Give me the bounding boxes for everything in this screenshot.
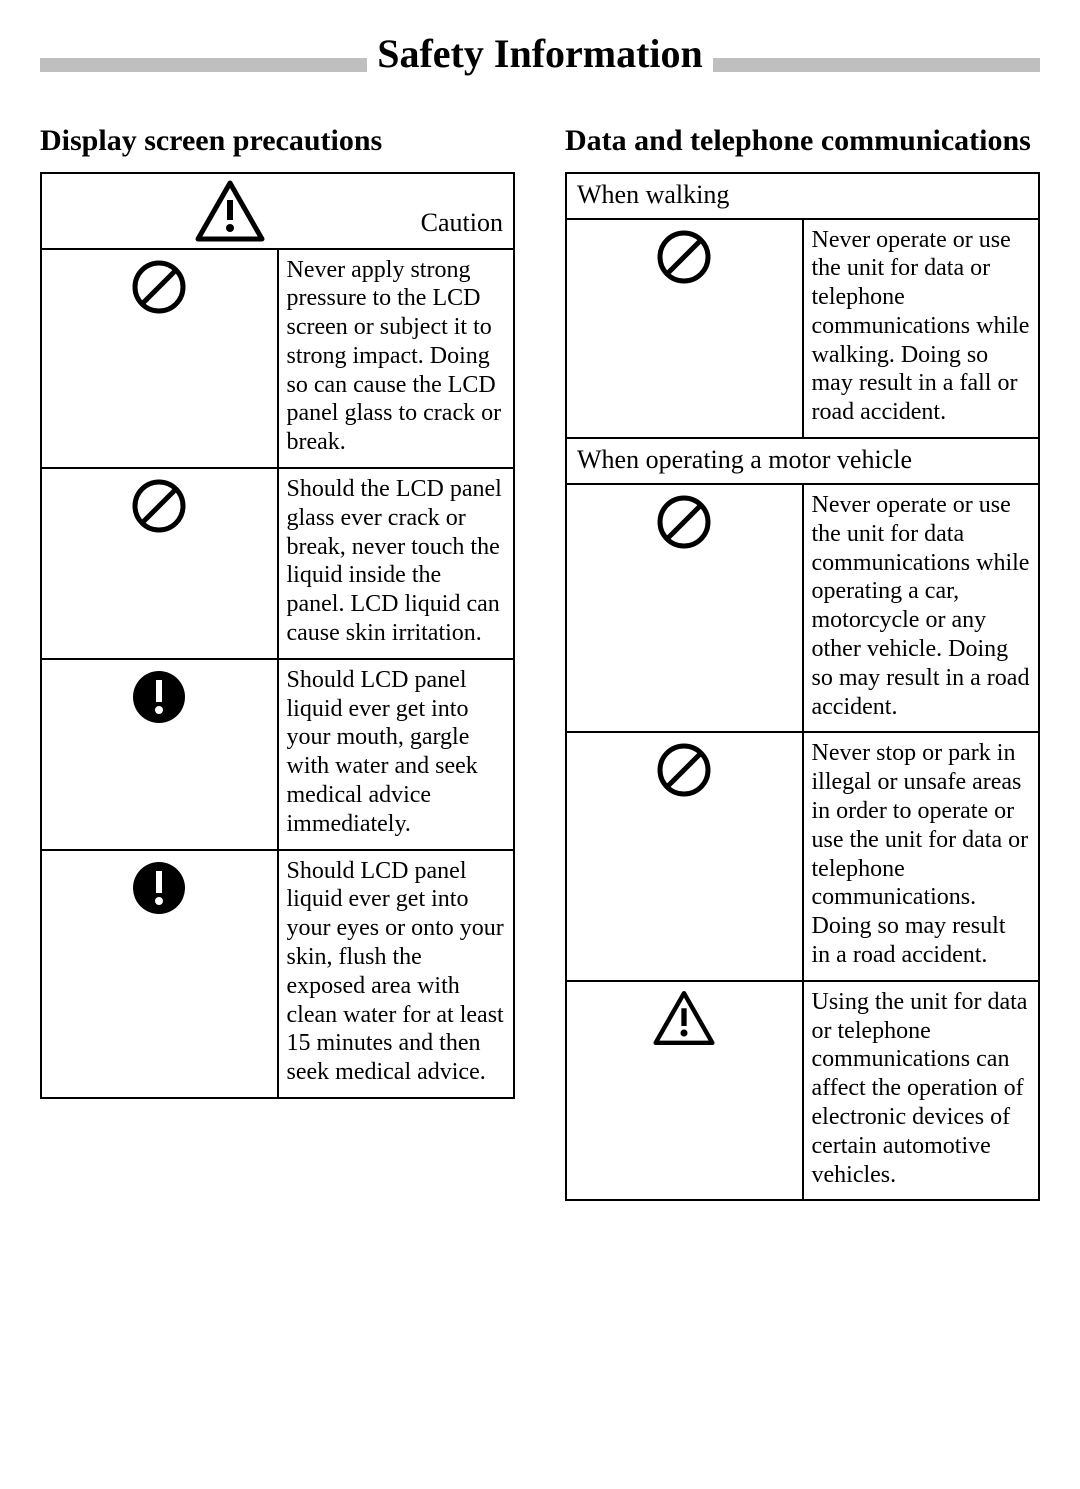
right-subheader-0: When walking <box>566 173 1039 219</box>
right-subheading-0: When walking <box>566 173 1039 219</box>
left-row-2: Should LCD panel liquid ever get into yo… <box>41 659 514 850</box>
right-icon-cell-1-2 <box>566 981 803 1201</box>
left-icon-cell-1 <box>41 468 278 659</box>
page-title: Safety Information <box>367 30 713 77</box>
right-column: Data and telephone communications When w… <box>565 122 1040 1201</box>
left-column: Display screen precautions Caution <box>40 122 515 1099</box>
left-row-0: Never apply strong pressure to the LCD s… <box>41 249 514 469</box>
prohibit-icon <box>655 228 713 286</box>
left-icon-cell-3 <box>41 850 278 1098</box>
right-text-cell-0-0: Never operate or use the unit for data o… <box>803 219 1040 439</box>
left-text-cell-1: Should the LCD panel glass ever crack or… <box>278 468 515 659</box>
left-heading: Display screen precautions <box>40 122 515 160</box>
left-text-cell-3: Should LCD panel liquid ever get into yo… <box>278 850 515 1098</box>
right-text-cell-1-2: Using the unit for data or telephone com… <box>803 981 1040 1201</box>
right-row-1-1: Never stop or park in illegal or unsafe … <box>566 732 1039 980</box>
right-subheading-1: When operating a motor vehicle <box>566 438 1039 484</box>
caution-header-cell: Caution <box>41 173 514 249</box>
caution-triangle-icon <box>653 990 715 1046</box>
mandatory-icon <box>130 859 188 917</box>
caution-triangle-icon <box>195 180 265 242</box>
left-icon-cell-0 <box>41 249 278 469</box>
left-text-cell-0: Never apply strong pressure to the LCD s… <box>278 249 515 469</box>
right-row-1-2: Using the unit for data or telephone com… <box>566 981 1039 1201</box>
right-table: When walking Never operate or use the un… <box>565 172 1040 1202</box>
right-icon-cell-1-1 <box>566 732 803 980</box>
left-icon-cell-2 <box>41 659 278 850</box>
left-row-1: Should the LCD panel glass ever crack or… <box>41 468 514 659</box>
caution-wrap: Caution <box>48 174 503 242</box>
columns: Display screen precautions Caution <box>40 122 1040 1201</box>
right-text-cell-1-0: Never operate or use the unit for data c… <box>803 484 1040 732</box>
prohibit-icon <box>130 258 188 316</box>
left-text-cell-2: Should LCD panel liquid ever get into yo… <box>278 659 515 850</box>
caution-header-row: Caution <box>41 173 514 249</box>
mandatory-icon <box>130 668 188 726</box>
prohibit-icon <box>130 477 188 535</box>
right-row-1-0: Never operate or use the unit for data c… <box>566 484 1039 732</box>
left-row-3: Should LCD panel liquid ever get into yo… <box>41 850 514 1098</box>
right-row-0-0: Never operate or use the unit for data o… <box>566 219 1039 439</box>
prohibit-icon <box>655 493 713 551</box>
page-title-container: Safety Information <box>40 30 1040 77</box>
right-icon-cell-0-0 <box>566 219 803 439</box>
page: Safety Information Display screen precau… <box>0 0 1080 1261</box>
right-heading: Data and telephone communications <box>565 122 1040 160</box>
left-table: Caution Never apply strong pressure to t… <box>40 172 515 1100</box>
right-subheader-1: When operating a motor vehicle <box>566 438 1039 484</box>
prohibit-icon <box>655 741 713 799</box>
caution-label: Caution <box>421 208 503 242</box>
right-icon-cell-1-0 <box>566 484 803 732</box>
right-text-cell-1-1: Never stop or park in illegal or unsafe … <box>803 732 1040 980</box>
